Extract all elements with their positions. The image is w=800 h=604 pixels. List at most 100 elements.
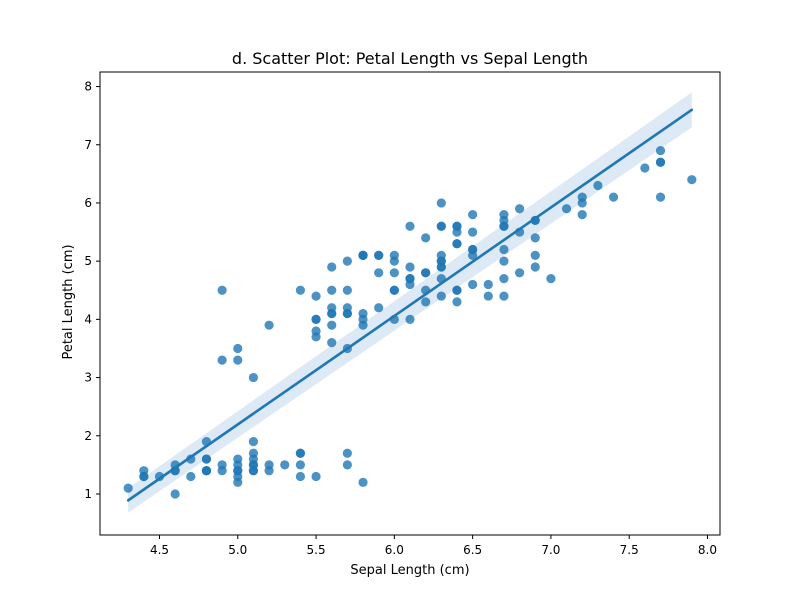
data-point: [248, 466, 259, 476]
y-tick-label: 7: [84, 138, 92, 152]
data-point: [405, 274, 415, 284]
data-point: [499, 210, 509, 220]
regression-line-layer: [126, 108, 694, 502]
data-point: [295, 460, 305, 470]
y-tick-label: 3: [84, 371, 92, 385]
data-point: [468, 279, 478, 290]
data-point: [374, 250, 384, 260]
data-point: [342, 448, 352, 458]
data-point: [248, 436, 259, 447]
data-point: [468, 227, 478, 237]
regression-line: [126, 108, 694, 502]
confidence-band-layer: [128, 92, 692, 513]
axes-layer: 4.5 5.0 5.5 6.0 6.5 7.0 7.5 8.0 1 2 3 4 5 6 7 8: [84, 71, 721, 557]
data-point: [687, 175, 697, 185]
data-point: [327, 308, 337, 319]
data-point: [374, 303, 384, 313]
data-point: [530, 233, 540, 243]
x-tick-label: 7.5: [620, 543, 639, 557]
data-point: [311, 471, 321, 482]
y-tick-label: 4: [84, 312, 92, 326]
data-point: [342, 285, 352, 295]
data-point: [577, 198, 587, 208]
data-point: [499, 244, 509, 255]
data-point: [217, 466, 227, 476]
data-point: [342, 460, 352, 470]
x-tick-label: 5.0: [228, 543, 247, 557]
x-tick-label: 6.5: [463, 543, 482, 557]
data-point: [342, 308, 352, 319]
data-point: [515, 268, 525, 278]
data-point: [436, 256, 446, 266]
data-point: [655, 157, 666, 167]
y-tick-label: 1: [84, 487, 92, 501]
data-point: [327, 285, 337, 295]
data-point: [421, 297, 431, 307]
data-point: [327, 320, 337, 330]
data-point: [499, 274, 509, 284]
data-point: [233, 477, 243, 487]
data-point: [201, 454, 212, 464]
x-tick-label: 6.0: [385, 543, 404, 557]
chart-title: d. Scatter Plot: Petal Length vs Sepal L…: [232, 49, 588, 68]
data-point: [389, 285, 399, 295]
data-point: [436, 198, 446, 208]
data-point: [499, 291, 509, 301]
data-point: [233, 355, 243, 365]
data-point: [405, 314, 415, 324]
data-point: [405, 262, 415, 272]
data-point: [405, 221, 415, 231]
data-point: [358, 477, 368, 487]
data-point: [436, 221, 446, 231]
confidence-band: [128, 92, 692, 513]
data-point: [311, 332, 321, 342]
data-point: [295, 285, 305, 295]
x-tick-label: 7.0: [541, 543, 560, 557]
data-point: [358, 308, 368, 319]
data-point: [421, 233, 431, 243]
y-axis-label: Petal Length (cm): [61, 244, 76, 359]
data-point: [452, 239, 462, 249]
data-point: [233, 343, 243, 354]
data-point: [530, 250, 540, 260]
x-tick-label: 8.0: [698, 543, 717, 557]
x-tick-label: 5.5: [307, 543, 326, 557]
data-point: [655, 145, 666, 156]
data-point: [264, 320, 274, 330]
points-layer: [123, 145, 697, 499]
data-point: [483, 291, 493, 301]
data-point: [248, 372, 259, 383]
data-point: [311, 291, 321, 301]
data-point: [499, 256, 509, 266]
data-point: [452, 221, 462, 231]
data-point: [577, 210, 587, 220]
data-point: [640, 163, 650, 173]
data-point: [280, 460, 290, 470]
data-point: [389, 256, 399, 266]
data-point: [233, 466, 243, 476]
data-point: [201, 466, 212, 476]
data-point: [186, 471, 196, 482]
data-point: [452, 285, 462, 295]
y-tick-label: 8: [84, 80, 92, 94]
data-point: [655, 192, 666, 202]
data-point: [515, 204, 525, 214]
data-point: [139, 471, 149, 482]
data-point: [311, 314, 321, 324]
data-point: [264, 466, 274, 476]
y-tick-label: 6: [84, 196, 92, 210]
y-tick-label: 5: [84, 254, 92, 268]
data-point: [217, 355, 227, 365]
data-point: [374, 268, 384, 278]
data-point: [295, 471, 305, 482]
data-point: [217, 285, 227, 295]
data-point: [468, 210, 478, 220]
data-point: [358, 320, 368, 330]
data-point: [561, 204, 572, 214]
data-point: [342, 256, 352, 266]
data-point: [421, 268, 431, 278]
x-tick-label: 4.5: [150, 543, 169, 557]
data-point: [546, 274, 556, 284]
